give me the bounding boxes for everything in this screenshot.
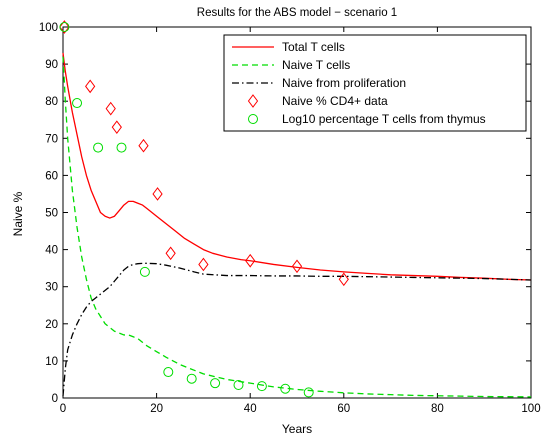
series-3-point	[198, 257, 209, 272]
x-tick-label: 100	[521, 403, 540, 415]
series-1-line	[62, 56, 532, 398]
y-axis-label: Naive %	[11, 191, 25, 236]
y-tick-label: 80	[45, 96, 58, 108]
y-tick-label: 20	[45, 319, 58, 331]
y-tick-label: 60	[45, 170, 58, 182]
legend-label-2: Naive from proliferation	[282, 76, 406, 90]
legend: Total T cells Naive T cells Naive from pro…	[223, 34, 527, 132]
series-4-point	[139, 266, 150, 277]
series-3-point	[338, 272, 349, 287]
series-4-point	[59, 22, 70, 32]
series-4-point	[163, 367, 174, 378]
series-3-point	[138, 138, 149, 153]
series-4-point	[233, 380, 244, 391]
x-tick-label: 20	[150, 403, 163, 415]
series-4-point	[256, 381, 267, 392]
legend-box	[223, 34, 527, 132]
legend-label-1: Naive T cells	[282, 58, 350, 72]
series-3-point	[291, 259, 303, 274]
y-tick-label: 90	[45, 59, 58, 71]
series-4-point	[116, 142, 127, 153]
series-4-point	[93, 142, 104, 153]
series-3-point	[111, 120, 122, 135]
y-tick-label: 50	[45, 208, 58, 220]
plot-area: 0 20 40 60 80 100 0 10 20 30 40 50 60 70 80 90 100	[39, 20, 541, 415]
legend-marker-3	[247, 94, 259, 108]
chart-title: Results for the ABS model − scenario 1	[197, 7, 397, 19]
series-3-point	[85, 79, 96, 94]
series-3-point	[152, 187, 163, 201]
x-tick-label: 60	[337, 403, 350, 415]
legend-label-3: Naive % CD4+ data	[282, 94, 388, 108]
legend-label-4: Log10 percentage T cells from thymus	[282, 112, 486, 126]
series-3-point	[105, 101, 116, 116]
legend-marker-4	[248, 114, 258, 124]
legend-label-0: Total T cells	[282, 40, 345, 54]
y-tick-label: 30	[45, 282, 58, 294]
series-4-point	[186, 373, 197, 384]
y-tick-label: 70	[45, 133, 58, 145]
series-2-line	[62, 262, 532, 397]
y-tick-label: 40	[45, 245, 58, 257]
series-4-point	[280, 383, 291, 394]
series-3-point	[245, 253, 256, 268]
series-3-point	[165, 246, 176, 261]
x-tick-label: 40	[244, 403, 257, 415]
series-0-line	[62, 52, 532, 281]
series-4-point	[303, 387, 314, 398]
y-tick-label: 100	[39, 22, 58, 34]
y-tick-label: 10	[45, 356, 58, 368]
x-axis-label: Years	[282, 422, 312, 436]
series-4-point	[72, 98, 83, 109]
series-4-point	[210, 378, 221, 389]
series-3-point	[59, 20, 70, 34]
x-tick-label: 80	[431, 403, 444, 415]
x-tick-label: 0	[60, 403, 66, 415]
y-tick-label: 0	[52, 393, 58, 405]
